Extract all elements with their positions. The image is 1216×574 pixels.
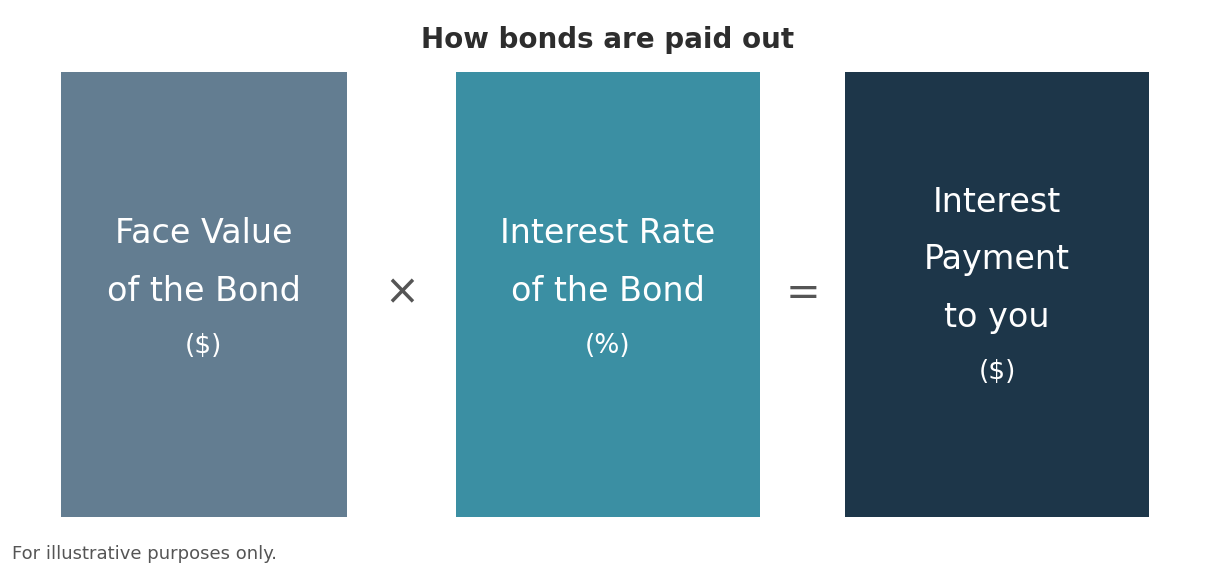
Text: Interest: Interest: [933, 186, 1062, 219]
Text: Payment: Payment: [924, 243, 1070, 276]
Text: For illustrative purposes only.: For illustrative purposes only.: [12, 545, 277, 563]
FancyBboxPatch shape: [61, 72, 347, 517]
Text: How bonds are paid out: How bonds are paid out: [422, 26, 794, 54]
Text: ($): ($): [185, 333, 223, 359]
Text: ($): ($): [979, 359, 1015, 385]
FancyBboxPatch shape: [845, 72, 1149, 517]
Text: ×: ×: [384, 272, 418, 314]
Text: of the Bond: of the Bond: [511, 275, 705, 308]
Text: of the Bond: of the Bond: [107, 275, 300, 308]
Text: Interest Rate: Interest Rate: [500, 218, 716, 250]
Text: Face Value: Face Value: [116, 218, 292, 250]
Text: (%): (%): [585, 333, 631, 359]
Text: =: =: [786, 272, 820, 314]
FancyBboxPatch shape: [456, 72, 760, 517]
Text: to you: to you: [945, 301, 1049, 333]
